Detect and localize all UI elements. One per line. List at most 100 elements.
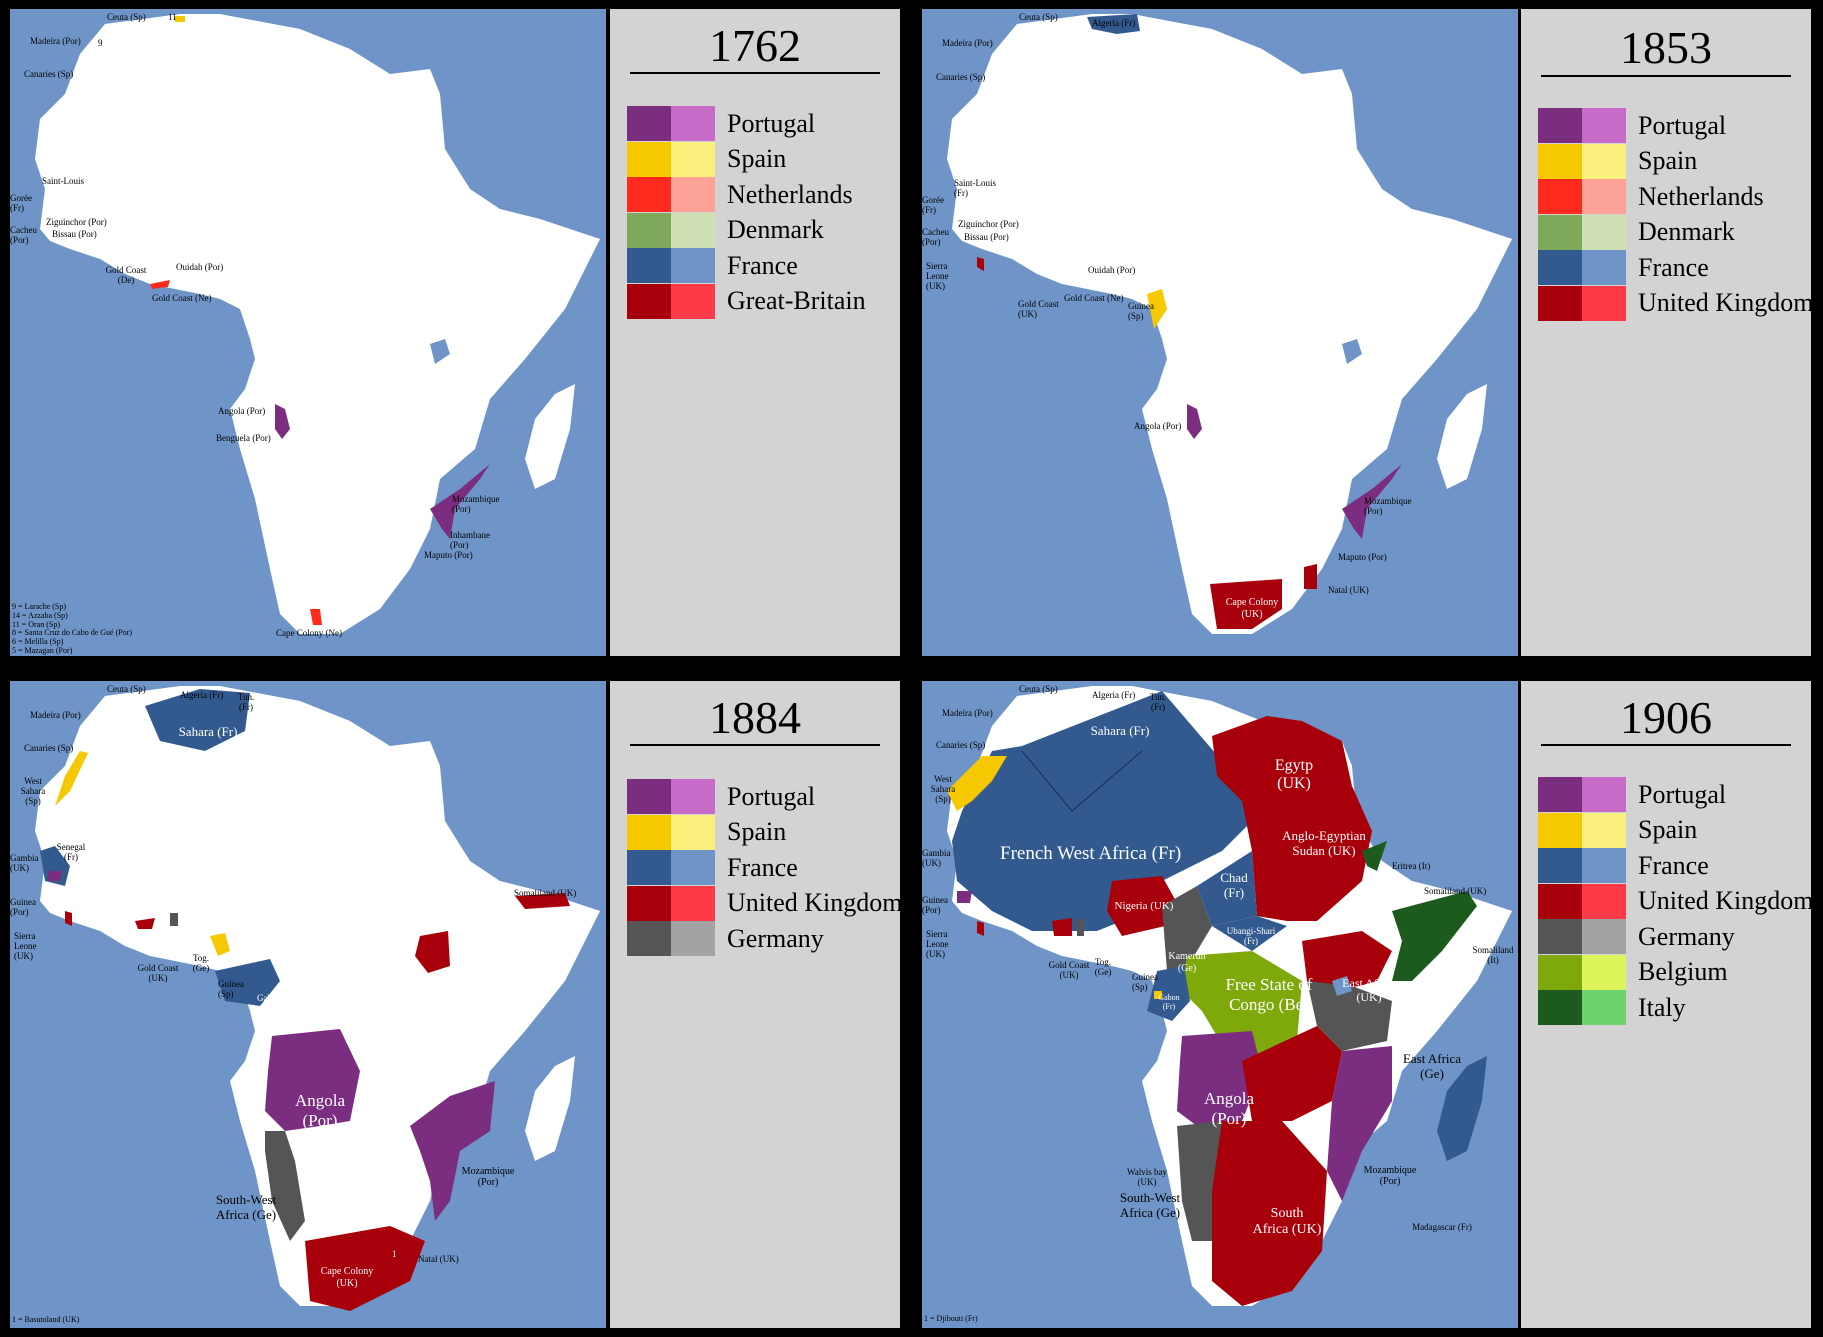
sierra-leone-uk — [977, 257, 984, 271]
sw-africa-germany — [1177, 1121, 1222, 1241]
senegal-france — [40, 846, 70, 886]
legend-item-spain: Spain — [627, 814, 786, 850]
legend-item-belgium: Belgium — [1538, 954, 1728, 990]
legend-swatch-light — [1582, 250, 1626, 285]
east-africa-uk — [1302, 931, 1392, 991]
footnote-1762: 9 = Larache (Sp) 14 = Azzaba (Sp) 11 = O… — [12, 602, 132, 656]
label-sudan: Anglo-Egyptian Sudan (UK) — [1282, 828, 1366, 858]
sudan-uk — [1242, 786, 1372, 921]
mozambique-portugal — [1342, 464, 1402, 539]
legend-item-spain: Spain — [1538, 143, 1698, 179]
legend-label: Portugal — [727, 781, 816, 811]
guinea-spain — [1147, 289, 1167, 329]
mozambique-portugal — [430, 464, 490, 539]
rhodesia-uk — [1242, 1026, 1342, 1121]
label-goree: Gorée (Fr) — [922, 195, 944, 215]
label-chad: Chad (Fr) — [1220, 870, 1248, 900]
legend-item-denmark: Denmark — [627, 212, 824, 248]
sw-africa-germany — [265, 1131, 305, 1241]
label-nine: 9 — [98, 38, 103, 48]
lake-victoria — [1332, 976, 1352, 996]
title-rule — [1541, 744, 1791, 746]
legend-swatch-dark — [1538, 214, 1582, 250]
footnote-line: 1 = Basutoland (UK) — [12, 1315, 80, 1324]
label-madeira: Madeira (Por) — [30, 710, 81, 720]
title-rule — [630, 744, 880, 746]
legend-swatch-dark — [1538, 285, 1582, 321]
legend-label: Netherlands — [1638, 181, 1764, 211]
label-tun: Tun. (Fr) — [1149, 692, 1167, 712]
legend-swatch-light — [671, 283, 715, 319]
label-madeira: Madeira (Por) — [942, 708, 993, 718]
label-somaliland-uk: Somaliland (UK) — [1424, 886, 1487, 896]
label-kamerun: Kamerun (Ge) — [1168, 951, 1206, 974]
legend-label: Spain — [1638, 146, 1698, 175]
label-somaliland-it: Somaliland (It) — [1472, 945, 1514, 965]
legend-label: United Kingdom — [1638, 288, 1814, 317]
legend-label: United Kingdom — [727, 888, 903, 917]
legend-item-spain: Spain — [627, 141, 786, 177]
label-cape-colony: Cape Colony (UK) — [1225, 597, 1279, 620]
legend-label: United Kingdom — [1638, 886, 1814, 915]
label-cacheu: Cacheu (Por) — [10, 225, 37, 245]
label-gold-coast: Gold Coast (UK) — [1048, 960, 1090, 980]
label-cacheu: Cacheu (Por) — [922, 227, 949, 247]
label-sierra-leone: Sierra Leone (UK) — [926, 261, 949, 291]
label-canaries: Canaries (Sp) — [24, 743, 74, 753]
label-ziguinchor: Ziguinchor (Por) — [46, 217, 107, 227]
legend-swatch-dark — [627, 106, 671, 141]
legend-swatch-dark — [1538, 919, 1582, 954]
label-guinea: Guinea (Sp) — [1128, 301, 1154, 321]
fwa-border-1 — [1021, 750, 1143, 812]
legend-item-great-britain: Great-Britain — [627, 283, 866, 319]
footnote-line: 6 = Melilla (Sp) — [12, 637, 64, 647]
madagascar-island — [1437, 384, 1487, 489]
legend-swatch-light — [1582, 812, 1626, 848]
legend-swatch-light — [1582, 990, 1626, 1025]
legend-item-united-kingdom: United Kingdom — [1538, 883, 1814, 919]
label-mozambique: Mozambique (Por) — [461, 1166, 515, 1188]
legend-item-portugal: Portugal — [1538, 108, 1726, 143]
legend-swatch-dark — [1538, 179, 1582, 214]
lake-victoria — [1342, 339, 1362, 364]
legend-label: Netherlands — [727, 179, 853, 209]
legend-swatch-light — [671, 248, 715, 283]
legend-item-italy: Italy — [1538, 990, 1686, 1025]
legend-item-germany: Germany — [1538, 919, 1735, 954]
legend-label: Portugal — [1638, 779, 1727, 809]
somaliland-uk — [515, 893, 570, 909]
legend-swatch-dark — [1538, 848, 1582, 883]
label-congo: Congo — [268, 1023, 293, 1033]
legend-1906: 1906 Portugal Spain France United Kingdom Ge… — [1521, 681, 1814, 1328]
kamerun-germany — [1162, 886, 1212, 976]
legend-item-france: France — [1538, 250, 1709, 285]
egypt-uk — [1212, 716, 1352, 801]
label-algeria: Algeria (Fr) — [180, 690, 224, 700]
somaliland-italy — [1392, 891, 1477, 981]
label-gold-coast-de: Gold Coast (De) — [105, 265, 147, 285]
legend-item-netherlands: Netherlands — [627, 177, 853, 212]
angola-portugal — [1187, 404, 1202, 439]
legend-item-denmark: Denmark — [1538, 214, 1735, 250]
label-angola: Angola (Por) — [294, 1091, 346, 1130]
title-rule — [1541, 75, 1791, 77]
label-gold-coast-ne: Gold Coast (Ne) — [152, 293, 212, 303]
legend-label: Germany — [727, 923, 824, 953]
legend-item-france: France — [627, 850, 798, 885]
gold-coast-netherlands — [150, 280, 170, 289]
label-gold-coast-ne: Gold Coast (Ne) — [1064, 293, 1124, 303]
africa-map-1853 — [947, 14, 1512, 634]
legend-swatch-light — [671, 106, 715, 141]
label-egypt: Egytp (UK) — [1274, 757, 1314, 793]
south-africa-uk — [1212, 1121, 1327, 1306]
guinea-portugal — [957, 891, 972, 903]
africa-landmass — [35, 14, 600, 634]
label-ceuta: Ceuta (Sp) — [107, 684, 146, 694]
french-west-africa — [952, 691, 1252, 931]
chad-france — [1197, 851, 1257, 926]
year-title: 1762 — [709, 20, 801, 71]
label-togo: Tog. (Ge) — [1094, 957, 1112, 977]
label-ceuta: Ceuta (Sp) — [107, 12, 146, 22]
natal-uk — [1304, 564, 1317, 589]
legend-swatch-dark — [1538, 954, 1582, 990]
